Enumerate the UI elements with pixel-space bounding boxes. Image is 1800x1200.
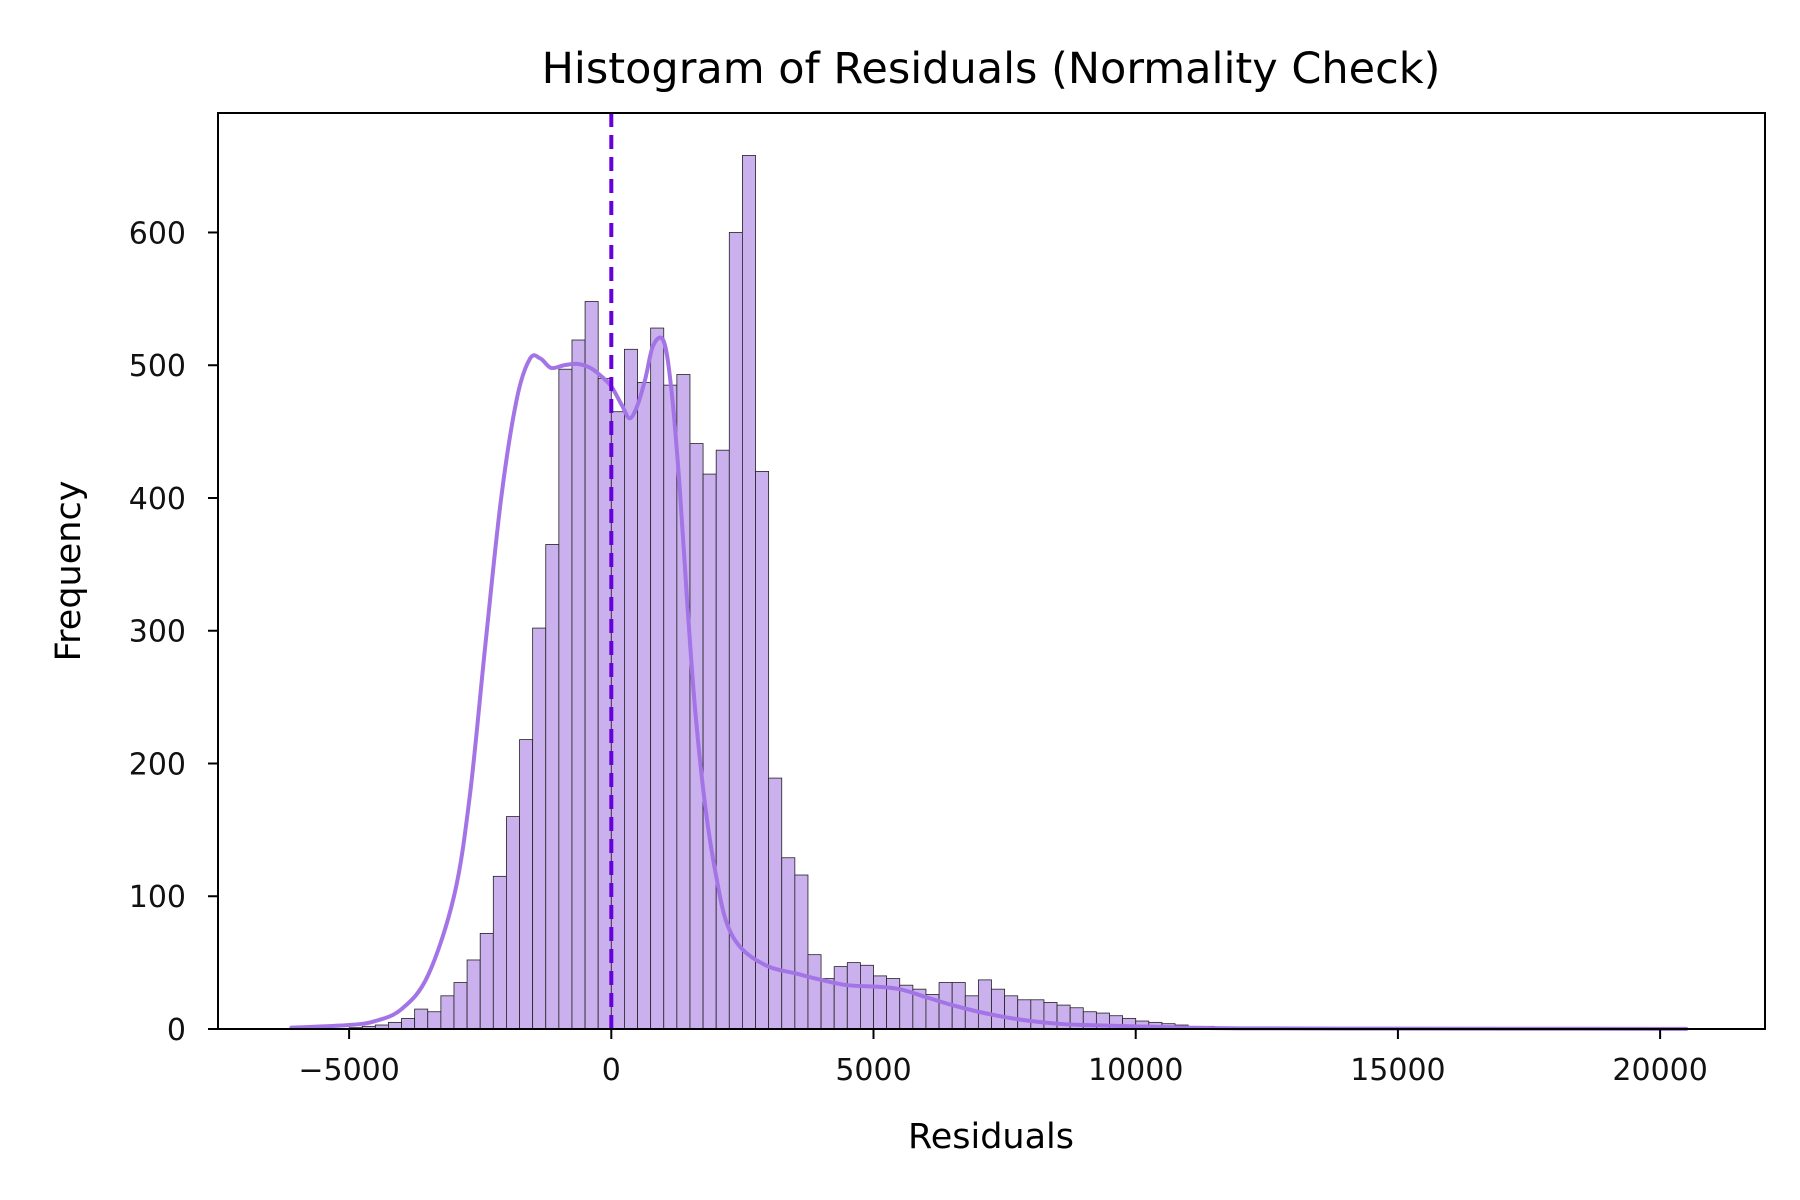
histogram-bar [1004, 995, 1019, 1030]
x-tick-label: 0 [602, 1053, 621, 1088]
histogram-bar [833, 966, 848, 1030]
histogram-bar [545, 544, 560, 1030]
histogram-bar [532, 627, 547, 1030]
histogram-bar [584, 301, 599, 1030]
histogram-bar [781, 857, 796, 1030]
y-tick-label: 600 [129, 216, 186, 251]
histogram-bar [977, 979, 992, 1030]
histogram-bar [650, 327, 665, 1030]
x-tick-label: 20000 [1612, 1053, 1707, 1088]
histogram-bar [728, 232, 743, 1030]
histogram-bar [466, 959, 481, 1030]
histogram-bar [807, 954, 822, 1030]
histogram-bar [414, 1008, 429, 1030]
x-tick-label: 5000 [835, 1053, 911, 1088]
y-tick-label: 500 [129, 349, 186, 384]
x-tick-label: 10000 [1088, 1053, 1183, 1088]
y-tick-label: 300 [129, 615, 186, 650]
histogram-bar [991, 988, 1006, 1030]
histogram-bar [401, 1017, 416, 1030]
histogram-bar [571, 339, 586, 1030]
chart-title: Histogram of Residuals (Normality Check) [542, 44, 1441, 94]
histogram-bar [637, 382, 652, 1030]
y-tick-label: 100 [129, 880, 186, 915]
y-axis: 0 100 200 300 400 500 600 [129, 216, 218, 1048]
histogram-bar [506, 816, 520, 1030]
histogram-bar [519, 739, 534, 1030]
histogram-bar [492, 875, 507, 1030]
histogram-bar [453, 982, 468, 1030]
histogram-bar [663, 384, 678, 1030]
x-tick-label: 15000 [1350, 1053, 1445, 1088]
histogram-bar [742, 155, 756, 1030]
histogram-bar [427, 1011, 442, 1030]
histogram-bar [1030, 999, 1045, 1030]
x-tick-label: −5000 [298, 1053, 399, 1088]
x-axis-title: Residuals [908, 1117, 1074, 1157]
histogram-bar [702, 473, 717, 1030]
histogram-bar [860, 964, 874, 1030]
histogram-bar [479, 933, 494, 1030]
plot-area [289, 113, 1689, 1031]
x-axis: −5000 0 5000 10000 15000 20000 [298, 1029, 1708, 1088]
y-tick-label: 400 [129, 482, 186, 517]
plot-frame [217, 112, 1766, 1030]
histogram-bar [873, 975, 888, 1030]
histogram-bar [558, 368, 573, 1030]
histogram-bar [755, 471, 770, 1030]
y-axis-title: Frequency [49, 481, 89, 662]
histogram-bar [768, 777, 783, 1030]
histogram-bar [624, 348, 638, 1030]
kde-line [289, 335, 1689, 1031]
y-tick-label: 200 [129, 747, 186, 782]
histogram-bar [846, 962, 861, 1030]
y-tick-label: 0 [167, 1013, 186, 1048]
histogram-bar [1017, 999, 1032, 1030]
histogram-bar [794, 874, 809, 1030]
histogram-bar [440, 995, 455, 1030]
histogram-bar [715, 449, 730, 1030]
histogram-bar [820, 978, 835, 1030]
